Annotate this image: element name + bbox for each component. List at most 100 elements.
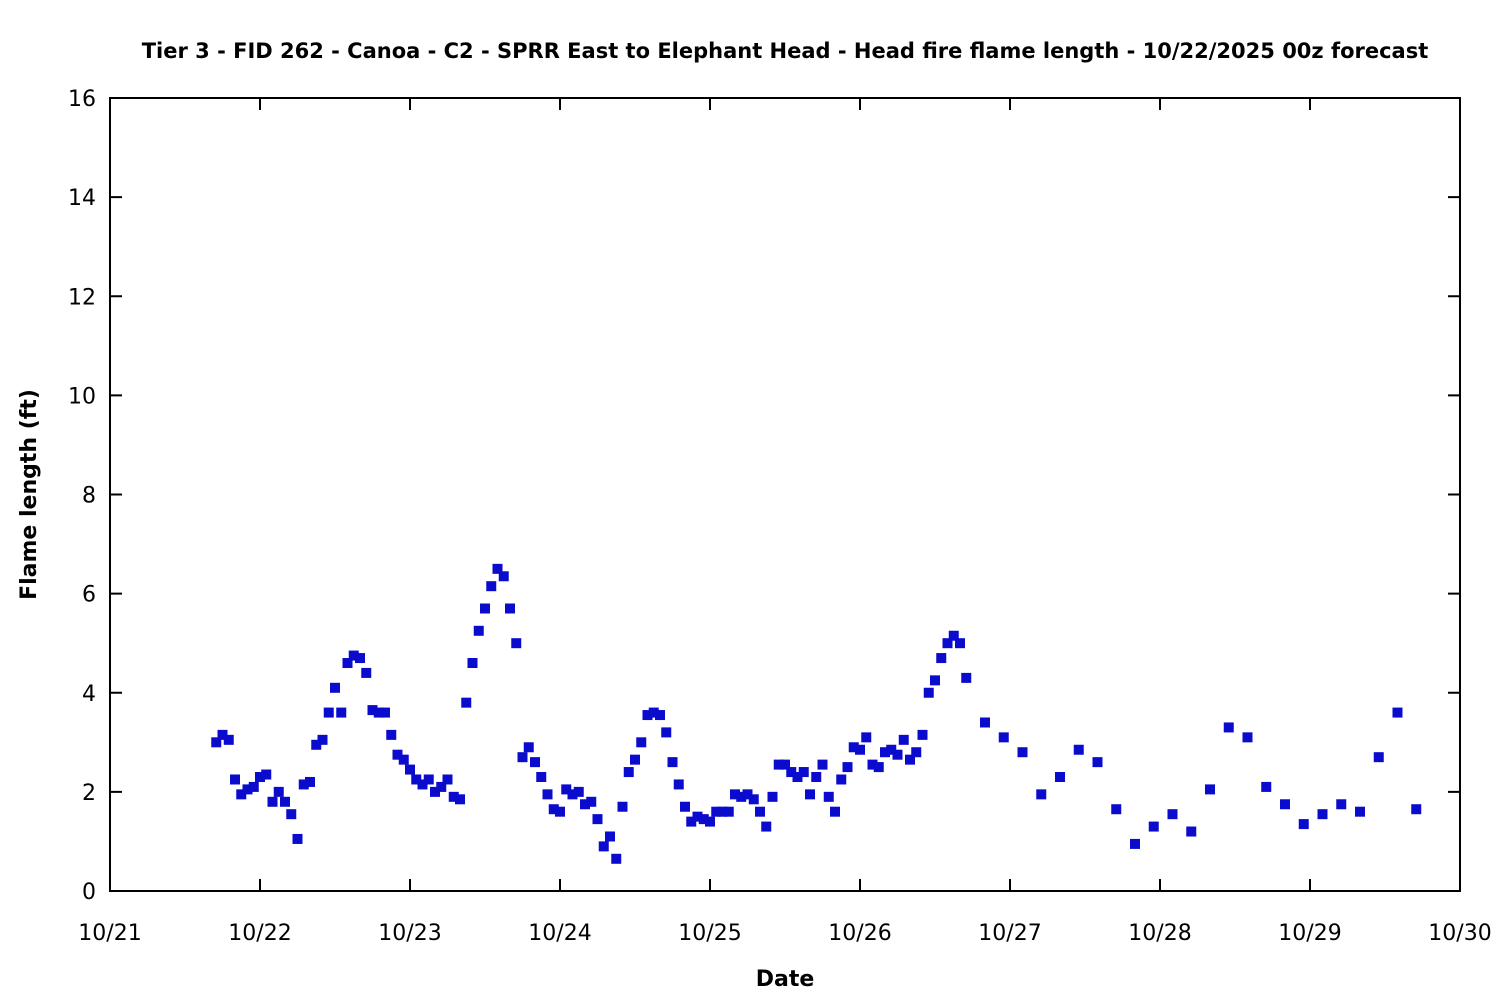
data-point xyxy=(880,747,890,758)
data-point xyxy=(1373,752,1384,763)
data-point xyxy=(392,749,403,760)
data-point xyxy=(673,779,684,790)
data-point xyxy=(1167,809,1178,820)
data-point xyxy=(761,821,772,832)
data-point xyxy=(330,682,340,693)
y-tick-label: 4 xyxy=(82,682,96,707)
data-point xyxy=(767,791,778,802)
data-point xyxy=(1205,784,1215,795)
data-point xyxy=(555,806,565,817)
data-point xyxy=(355,653,365,664)
x-tick-label: 10/25 xyxy=(678,921,741,946)
scatter-points xyxy=(211,563,1422,864)
data-point xyxy=(523,742,534,753)
data-point xyxy=(386,729,397,740)
y-tick-label: 12 xyxy=(68,285,96,310)
y-tick-label: 0 xyxy=(82,880,96,905)
x-tick-label: 10/21 xyxy=(78,921,141,946)
axis-ticks xyxy=(109,97,1461,892)
data-point xyxy=(748,794,759,805)
data-point xyxy=(1336,799,1347,810)
x-tick-label: 10/28 xyxy=(1128,921,1191,946)
data-point xyxy=(567,789,578,800)
data-point xyxy=(1186,826,1197,837)
x-tick-label: 10/22 xyxy=(228,921,291,946)
data-point xyxy=(492,563,503,574)
data-point xyxy=(1355,806,1365,817)
data-point xyxy=(1130,838,1140,849)
x-tick-label: 10/24 xyxy=(528,921,591,946)
y-tick-label: 8 xyxy=(82,484,96,509)
data-point xyxy=(236,789,247,800)
data-point xyxy=(305,776,315,787)
data-point xyxy=(480,603,490,614)
data-point xyxy=(686,816,697,827)
data-point xyxy=(517,752,528,763)
data-point xyxy=(417,779,428,790)
x-tick-label: 10/23 xyxy=(378,921,441,946)
data-point xyxy=(605,831,615,842)
data-point xyxy=(280,796,290,807)
data-point xyxy=(317,734,328,745)
data-point xyxy=(1223,722,1234,733)
data-point xyxy=(367,705,378,716)
data-point xyxy=(298,779,309,790)
data-point xyxy=(773,759,784,770)
data-point xyxy=(211,737,222,748)
data-point xyxy=(667,757,678,768)
data-point xyxy=(411,774,422,785)
data-point xyxy=(511,638,522,649)
data-point xyxy=(630,754,640,765)
data-point xyxy=(786,767,797,778)
data-point xyxy=(242,784,253,795)
data-point xyxy=(267,796,278,807)
data-point xyxy=(811,772,822,783)
data-point xyxy=(1055,772,1065,783)
data-point xyxy=(680,801,690,812)
x-tick-label: 10/26 xyxy=(828,921,891,946)
axis-tick-labels: 10/21 10/22 10/23 10/24 10/25 10/26 10/27 10/28… xyxy=(68,87,1492,946)
data-point xyxy=(1411,804,1422,815)
y-tick-label: 16 xyxy=(68,87,96,112)
y-tick-label: 14 xyxy=(68,186,96,211)
data-point xyxy=(498,571,509,582)
data-point xyxy=(861,732,872,743)
data-point xyxy=(255,772,265,783)
data-point xyxy=(886,744,897,755)
data-point xyxy=(823,791,834,802)
data-point xyxy=(405,764,415,775)
data-point xyxy=(923,687,934,698)
data-point xyxy=(442,774,453,785)
data-point xyxy=(592,814,603,825)
data-point xyxy=(936,653,947,664)
data-point xyxy=(855,744,865,755)
data-point xyxy=(530,757,540,768)
data-point xyxy=(798,767,809,778)
x-tick-label: 10/27 xyxy=(978,921,1041,946)
data-point xyxy=(1036,789,1047,800)
data-point xyxy=(848,742,859,753)
data-point xyxy=(723,806,734,817)
data-point xyxy=(598,841,609,852)
data-point xyxy=(373,707,384,718)
data-point xyxy=(905,754,915,765)
data-point xyxy=(217,729,228,740)
data-point xyxy=(942,638,953,649)
data-point xyxy=(430,786,440,797)
data-point xyxy=(661,727,672,738)
data-point xyxy=(867,759,878,770)
data-point xyxy=(536,772,547,783)
data-point xyxy=(655,710,665,721)
data-point xyxy=(898,734,909,745)
data-point xyxy=(586,796,597,807)
data-point xyxy=(642,710,653,721)
data-point xyxy=(1298,819,1309,830)
data-point xyxy=(980,717,990,728)
data-point xyxy=(248,781,259,792)
data-point xyxy=(830,806,840,817)
data-point xyxy=(261,769,272,780)
data-point xyxy=(455,794,465,805)
y-tick-label: 2 xyxy=(82,781,96,806)
